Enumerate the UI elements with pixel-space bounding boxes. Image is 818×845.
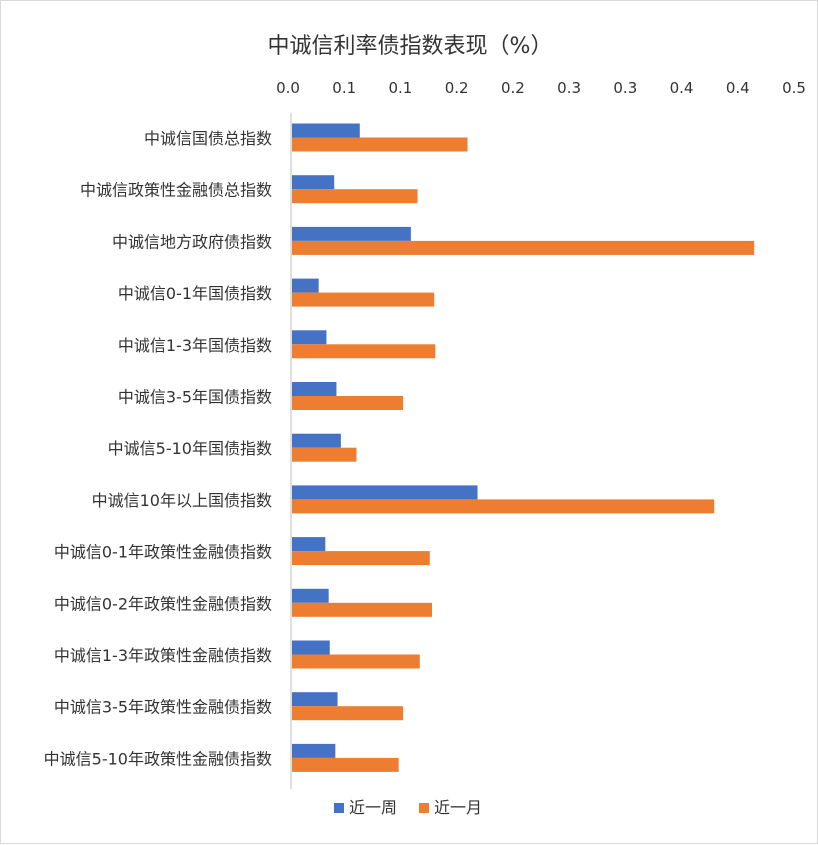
category-label: 中诚信10年以上国债指数 [92, 491, 272, 510]
bar-month [292, 344, 436, 359]
bar-month [292, 189, 418, 204]
bar-month [292, 396, 404, 410]
x-tick-label: 0.3 [613, 79, 637, 97]
bar-month [292, 757, 399, 772]
category-label: 中诚信0-1年国债指数 [118, 284, 272, 303]
category-label: 中诚信地方政府债指数 [112, 232, 272, 251]
bar-week [292, 485, 478, 500]
x-tick-label: 0.3 [557, 79, 581, 97]
bar-week [292, 330, 327, 345]
chart-title: 中诚信利率债指数表现（%） [268, 34, 553, 59]
category-label: 中诚信国债总指数 [144, 129, 272, 148]
x-tick-label: 0.4 [670, 79, 694, 97]
category-label: 中诚信0-2年政策性金融债指数 [54, 594, 272, 613]
bar-week [292, 588, 329, 603]
x-tick-label: 0.1 [389, 79, 413, 97]
bar-week [292, 382, 337, 396]
legend-swatch [419, 803, 429, 813]
bar-week [292, 692, 338, 707]
bar-week [292, 175, 335, 190]
category-label: 中诚信0-1年政策性金融债指数 [54, 543, 272, 562]
bar-month [292, 551, 430, 566]
category-label: 中诚信政策性金融债总指数 [80, 181, 272, 200]
bar-month [292, 654, 420, 669]
x-tick-label: 0.0 [276, 79, 300, 97]
bar-month [292, 137, 468, 152]
bar-week [292, 433, 341, 448]
bar-week [292, 537, 326, 552]
x-tick-label: 0.2 [501, 79, 525, 97]
x-tick-label: 0.5 [782, 79, 806, 97]
bar-week [292, 278, 319, 293]
bar-month [292, 706, 404, 721]
bar-week [292, 640, 330, 655]
category-label: 中诚信3-5年国债指数 [118, 388, 272, 407]
bar-month [292, 499, 715, 514]
category-label: 中诚信5-10年国债指数 [108, 439, 272, 458]
bar-month [292, 602, 432, 617]
bar-week [292, 226, 411, 241]
category-label: 中诚信1-3年政策性金融债指数 [54, 646, 272, 665]
x-tick-label: 0.1 [332, 79, 356, 97]
x-tick-label: 0.2 [445, 79, 469, 97]
bar-month [292, 447, 357, 462]
bar-week [292, 743, 336, 758]
bar-week [292, 123, 360, 138]
bar-month [292, 292, 435, 307]
x-tick-label: 0.4 [726, 79, 750, 97]
category-label: 中诚信5-10年政策性金融债指数 [44, 749, 272, 768]
bar-month [292, 240, 755, 255]
legend-label: 近一周 [349, 798, 397, 817]
legend-label: 近一月 [434, 798, 482, 817]
category-label: 中诚信1-3年国债指数 [118, 336, 272, 355]
category-label: 中诚信3-5年政策性金融债指数 [54, 698, 272, 717]
legend-swatch [334, 803, 344, 813]
